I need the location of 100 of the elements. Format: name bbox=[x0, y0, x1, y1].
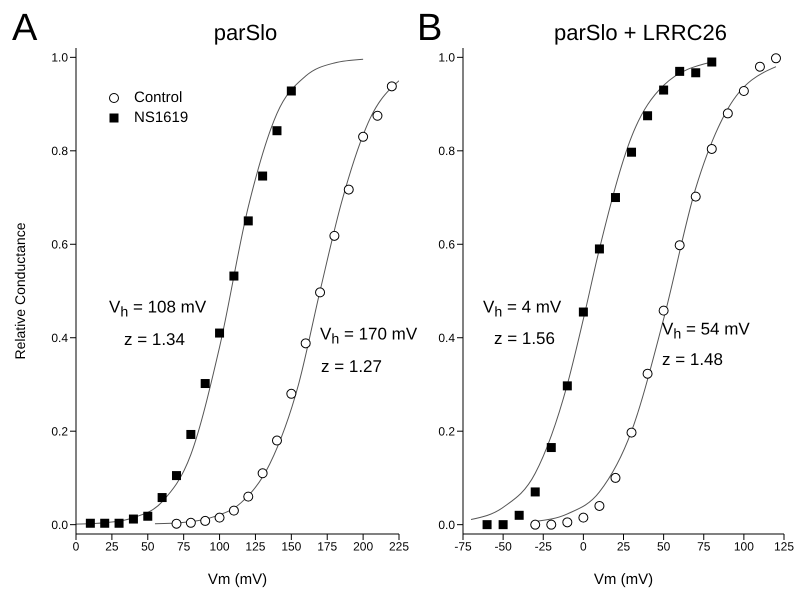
point bbox=[498, 520, 508, 530]
x-tick-label: 75 bbox=[697, 540, 711, 554]
point bbox=[244, 216, 253, 226]
point bbox=[229, 272, 238, 281]
point bbox=[172, 471, 181, 480]
point bbox=[610, 472, 620, 483]
point bbox=[372, 110, 382, 121]
point bbox=[770, 53, 781, 64]
x-axis-title: Vm (mV) bbox=[208, 571, 268, 588]
point bbox=[272, 436, 282, 446]
annotation: z = 1.27 bbox=[321, 357, 382, 377]
point bbox=[228, 506, 239, 516]
point bbox=[594, 500, 604, 511]
y-tick-label: 0.6 bbox=[51, 238, 68, 252]
x-tick-label: -25 bbox=[534, 540, 552, 554]
point bbox=[186, 518, 196, 528]
annotation: z = 1.34 bbox=[124, 330, 185, 350]
y-tick-label: 0.4 bbox=[51, 330, 68, 345]
point bbox=[707, 58, 716, 67]
x-tick-label: 50 bbox=[656, 540, 671, 554]
y-tick-label: 1.0 bbox=[438, 50, 456, 65]
point bbox=[329, 230, 340, 241]
annotation: V$_{h}$ = 170 mV bbox=[320, 324, 418, 348]
x-tick-label: 0 bbox=[580, 540, 588, 554]
point bbox=[546, 443, 556, 452]
point bbox=[100, 518, 110, 528]
point bbox=[143, 512, 152, 521]
y-tick-label: 0.8 bbox=[51, 144, 68, 158]
point bbox=[286, 388, 296, 399]
x-tick-label: 125 bbox=[774, 540, 794, 554]
x-tick-label: 25 bbox=[616, 540, 630, 554]
y-tick-label: 0.0 bbox=[438, 518, 456, 532]
annotation: z = 1.56 bbox=[494, 329, 555, 349]
point bbox=[128, 514, 138, 524]
point bbox=[186, 430, 196, 439]
y-tick-label: 1.0 bbox=[51, 50, 68, 65]
point bbox=[674, 240, 685, 250]
point bbox=[627, 148, 636, 157]
point bbox=[722, 108, 733, 118]
text: B bbox=[417, 7, 442, 49]
point bbox=[286, 86, 296, 96]
point bbox=[482, 520, 492, 530]
point bbox=[738, 86, 749, 96]
point bbox=[642, 368, 653, 379]
point bbox=[562, 381, 572, 390]
point bbox=[215, 328, 224, 338]
x-tick-label: 175 bbox=[317, 540, 338, 554]
x-tick-label: 100 bbox=[210, 540, 230, 554]
point bbox=[300, 338, 311, 348]
point bbox=[272, 126, 282, 136]
point bbox=[754, 62, 765, 72]
point bbox=[86, 518, 95, 528]
point bbox=[530, 487, 540, 496]
point bbox=[578, 512, 588, 523]
annotation: V$_{h}$ = 108 mV bbox=[109, 297, 206, 321]
y-tick-label: 0.8 bbox=[438, 144, 456, 158]
annotation: V$_{h}$ = 54 mV bbox=[662, 319, 750, 343]
point bbox=[344, 184, 354, 195]
point bbox=[594, 244, 604, 254]
point bbox=[200, 379, 210, 388]
x-tick-label: 125 bbox=[245, 540, 266, 554]
point bbox=[530, 520, 540, 530]
point bbox=[258, 468, 268, 478]
point bbox=[610, 193, 620, 202]
y-tick-label: 0.2 bbox=[51, 424, 68, 438]
annotation: z = 1.48 bbox=[662, 350, 723, 370]
point bbox=[658, 306, 669, 316]
point bbox=[358, 132, 368, 142]
point bbox=[258, 172, 268, 181]
point bbox=[158, 493, 167, 502]
y-tick-label: 0.4 bbox=[438, 330, 456, 345]
x-tick-label: 225 bbox=[388, 540, 410, 554]
point bbox=[659, 86, 668, 95]
point bbox=[514, 510, 524, 520]
chart-title: parSlo bbox=[212, 20, 278, 46]
point bbox=[114, 518, 124, 528]
point bbox=[643, 111, 652, 120]
y-tick-label: 0.6 bbox=[438, 238, 456, 252]
x-tick-label: 50 bbox=[141, 540, 155, 554]
annotation: V$_{h}$ = 4 mV bbox=[483, 297, 562, 321]
text: A bbox=[12, 7, 38, 49]
point bbox=[675, 66, 684, 76]
x-tick-label: -50 bbox=[494, 540, 512, 554]
point bbox=[626, 428, 637, 438]
point bbox=[578, 308, 588, 317]
point bbox=[562, 517, 572, 528]
point bbox=[690, 192, 701, 202]
point bbox=[171, 518, 182, 529]
chart-title: parSlo + LRRC26 bbox=[552, 20, 728, 46]
x-tick-label: 75 bbox=[176, 540, 191, 554]
point bbox=[214, 512, 225, 523]
point bbox=[315, 287, 326, 298]
point bbox=[200, 516, 210, 526]
x-tick-label: 0 bbox=[72, 540, 80, 554]
x-tick-label: 150 bbox=[281, 540, 302, 554]
y-axis-title: Relative Conductance bbox=[12, 222, 28, 360]
point bbox=[706, 144, 717, 154]
legend-label: NS1619 bbox=[134, 108, 188, 128]
x-tick-label: 200 bbox=[353, 540, 374, 554]
point bbox=[243, 492, 254, 502]
